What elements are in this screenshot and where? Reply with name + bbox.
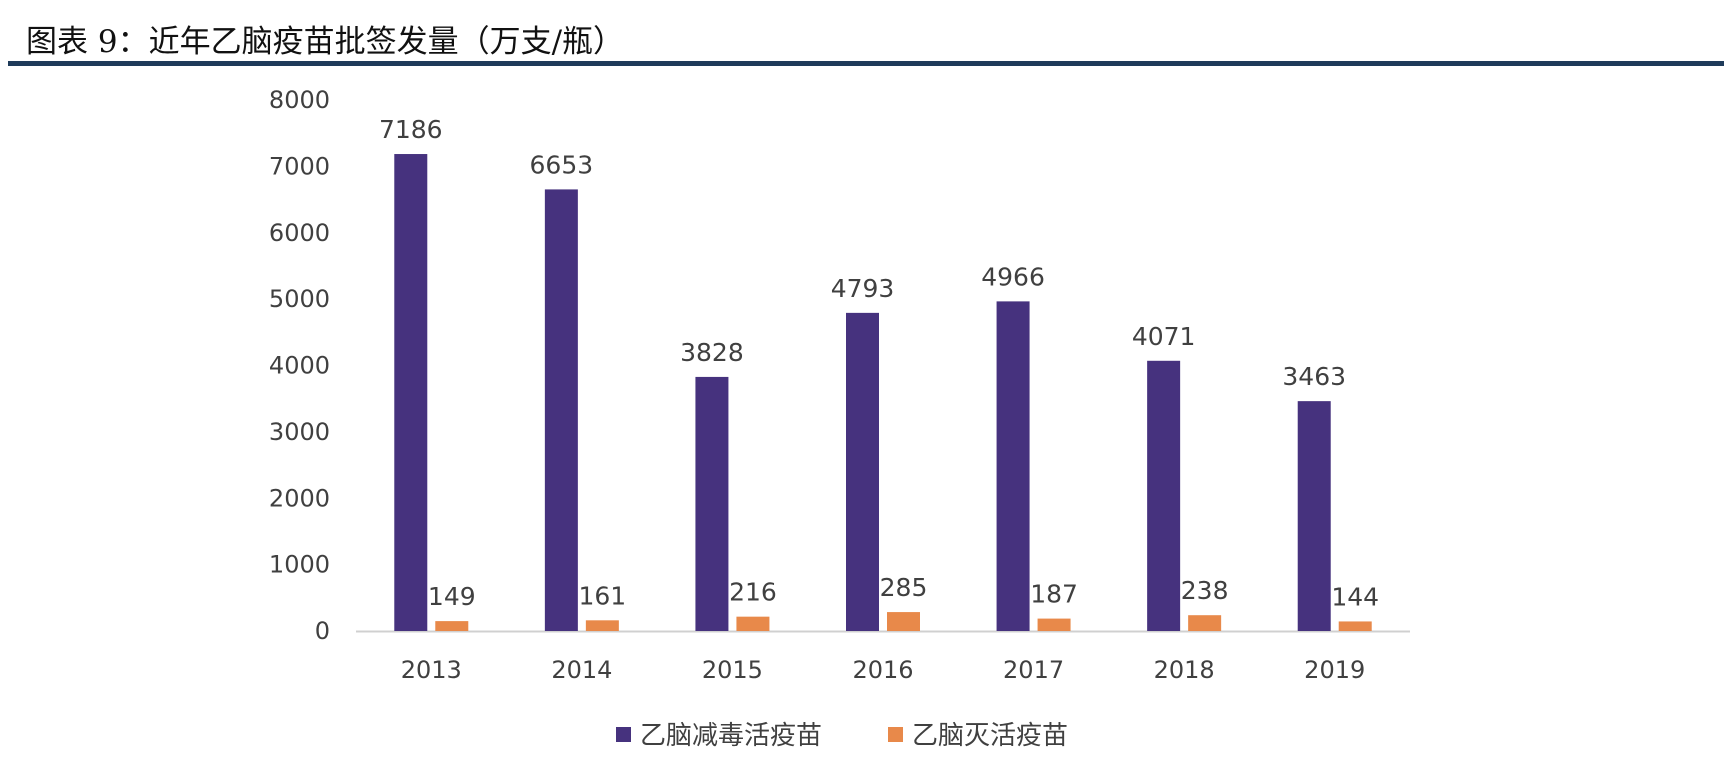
data-label: 4793 <box>831 274 895 303</box>
legend-swatch-inactivated <box>888 727 903 742</box>
bar-inactivated <box>887 612 920 631</box>
y-tick-label: 3000 <box>269 418 330 446</box>
y-tick-label: 5000 <box>269 285 330 313</box>
bar-inactivated <box>1037 618 1071 631</box>
bar-live-attenuated <box>695 376 729 631</box>
title-rule <box>8 61 1724 66</box>
y-tick-label: 1000 <box>269 551 330 579</box>
bar-inactivated <box>435 621 469 631</box>
data-label: 4071 <box>1132 322 1196 351</box>
x-tick-label: 2014 <box>551 656 612 684</box>
data-label: 3463 <box>1282 362 1346 391</box>
x-tick-label: 2017 <box>1003 656 1064 684</box>
y-tick-label: 7000 <box>269 152 330 180</box>
legend-label: 乙脑灭活疫苗 <box>912 721 1068 751</box>
data-labels-group: 7186 149 6653 161 3828 216 4793 285 4966 187 4071 2… <box>379 115 1379 611</box>
data-label: 216 <box>729 578 777 607</box>
bar-live-attenuated <box>1147 360 1181 631</box>
x-axis-ticks: 2013 2014 2015 2016 2017 2018 2019 <box>401 656 1366 684</box>
x-tick-label: 2013 <box>401 656 462 684</box>
data-label: 149 <box>428 582 476 611</box>
x-tick-label: 2015 <box>702 656 763 684</box>
data-label: 4966 <box>981 262 1045 291</box>
x-tick-label: 2016 <box>852 656 913 684</box>
x-tick-label: 2019 <box>1304 656 1365 684</box>
bar-inactivated <box>736 616 770 631</box>
bar-live-attenuated <box>846 312 879 631</box>
bar-inactivated <box>1188 615 1222 631</box>
data-label: 144 <box>1331 582 1379 611</box>
chart-title: 图表 9：近年乙脑疫苗批签发量（万支/瓶） <box>26 24 625 60</box>
data-label: 6653 <box>530 150 594 179</box>
y-tick-label: 0 <box>315 617 330 645</box>
y-tick-label: 6000 <box>269 219 330 247</box>
bars-group <box>394 154 1372 632</box>
data-label: 285 <box>880 573 928 602</box>
data-label: 161 <box>578 581 626 610</box>
bar-inactivated <box>585 620 619 631</box>
y-axis-ticks: 0 1000 2000 3000 4000 5000 6000 7000 8000 <box>269 86 330 645</box>
legend: 乙脑减毒活疫苗 乙脑灭活疫苗 <box>616 721 1068 751</box>
x-tick-label: 2018 <box>1154 656 1215 684</box>
y-tick-label: 8000 <box>269 86 330 114</box>
legend-label: 乙脑减毒活疫苗 <box>640 721 822 751</box>
bar-live-attenuated <box>394 154 428 632</box>
y-tick-label: 2000 <box>269 484 330 512</box>
data-label: 3828 <box>680 338 744 367</box>
bar-live-attenuated <box>1297 401 1331 631</box>
bar-inactivated <box>1338 621 1372 631</box>
data-label: 7186 <box>379 115 443 144</box>
bar-live-attenuated <box>544 189 578 632</box>
bar-live-attenuated <box>996 301 1030 631</box>
legend-swatch-live-attenuated <box>616 727 631 742</box>
data-label: 187 <box>1030 580 1078 609</box>
y-tick-label: 4000 <box>269 352 330 380</box>
data-label: 238 <box>1181 576 1229 605</box>
